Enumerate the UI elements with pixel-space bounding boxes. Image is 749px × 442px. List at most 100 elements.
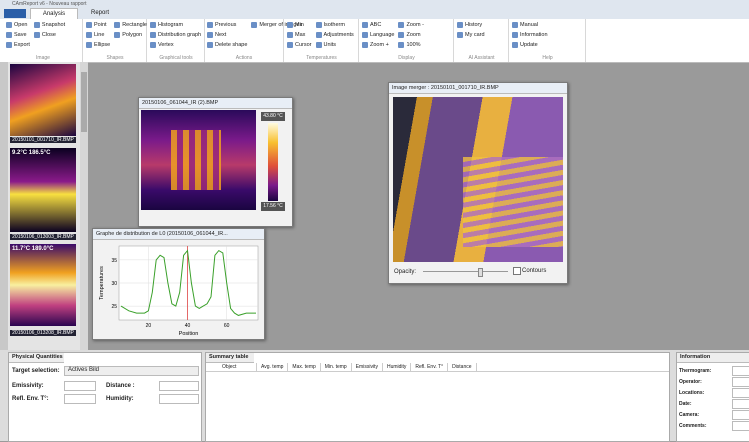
ribbon-button[interactable]: Adjustments [315, 30, 354, 40]
ribbon-button[interactable]: Ellipse [86, 40, 110, 50]
input[interactable] [732, 410, 749, 420]
label: Camera: [679, 412, 700, 418]
window-title: 20150106_061044_IR (2).BMP [139, 98, 292, 109]
ribbon-button[interactable]: Next [207, 30, 247, 40]
file-tab[interactable] [4, 9, 26, 18]
merged-region [463, 157, 563, 247]
input[interactable] [159, 394, 199, 404]
input[interactable] [732, 366, 749, 376]
slider-thumb[interactable] [478, 268, 483, 277]
ribbon-button[interactable]: Save [6, 30, 30, 40]
thumbnail[interactable]: 11.7°C 189.0°C [10, 244, 76, 326]
ribbon-button[interactable]: ABC [362, 20, 394, 30]
input[interactable] [732, 388, 749, 398]
group-label: Shapes [106, 55, 124, 61]
column-header[interactable]: Avg. temp [257, 363, 289, 371]
ribbon-button[interactable]: Point [86, 20, 110, 30]
ribbon-button[interactable]: Polygon [114, 30, 147, 40]
scroll-thumb[interactable] [81, 72, 87, 132]
icon [362, 42, 368, 48]
title-bar: CAmReport v6 - Nouveau rapport [0, 0, 749, 8]
input[interactable] [732, 421, 749, 431]
column-header[interactable]: Emissivity [352, 363, 383, 371]
ribbon-group: Histogram Distribution graph Vertex Graphic… [148, 19, 205, 62]
ribbon-button[interactable]: Zoom - [398, 20, 424, 30]
gutter [0, 62, 8, 350]
ribbon-button[interactable]: Histogram [150, 20, 201, 30]
thumbnail-label: 20150106_013003_IR.BMP [10, 234, 76, 240]
button-label: Open [14, 22, 28, 28]
ribbon-button[interactable]: Manual [512, 20, 548, 30]
column-header[interactable]: Min. temp [321, 363, 352, 371]
ribbon-button[interactable]: Snapshot [33, 20, 66, 30]
button-label: Vertex [158, 42, 174, 48]
input[interactable] [732, 377, 749, 387]
ribbon-button[interactable]: Close [33, 30, 65, 40]
y-tick-label: 35 [111, 258, 117, 264]
ribbon-button[interactable]: Previous [207, 20, 247, 30]
ribbon-button[interactable]: Units [315, 40, 354, 50]
group-label: Image [36, 55, 50, 61]
ribbon-button[interactable]: 100% [398, 40, 423, 50]
ribbon-button[interactable]: Cursor [287, 40, 312, 50]
data-line [120, 249, 256, 316]
icon [457, 32, 463, 38]
column-header[interactable]: Max. temp [288, 363, 321, 371]
button-label: Isotherm [323, 22, 345, 28]
information-panel: Information Thermogram: Operator: Location… [676, 352, 749, 442]
ribbon-button[interactable]: Zoom [398, 30, 423, 40]
ribbon-button[interactable]: Update [512, 40, 548, 50]
graph-window[interactable]: Graphe de distribution de L0 (20150106_0… [92, 228, 265, 340]
target-select[interactable]: Actives Bild [64, 366, 199, 376]
x-tick-label: 40 [185, 323, 191, 329]
opacity-slider[interactable] [423, 268, 508, 277]
ribbon-button[interactable]: Open [6, 20, 30, 30]
column-header[interactable]: Distance [448, 363, 477, 371]
ribbon-button[interactable]: Min [287, 20, 312, 30]
contours-checkbox[interactable] [513, 267, 521, 275]
button-label: Zoom + [370, 42, 389, 48]
input[interactable] [64, 394, 96, 404]
panel-title: Summary table [206, 353, 254, 363]
input[interactable] [159, 381, 199, 391]
scrollbar[interactable] [80, 62, 88, 350]
button-label: Cursor [295, 42, 312, 48]
column-header[interactable]: Refl. Env. T° [411, 363, 449, 371]
ribbon-button[interactable]: History [457, 20, 485, 30]
thumbnail[interactable] [10, 64, 76, 136]
column-header[interactable]: Humidity [383, 363, 412, 371]
tab[interactable]: Analysis [30, 8, 78, 20]
ribbon-button[interactable]: Zoom + [362, 40, 394, 50]
scale-min: 17.56 °C [261, 202, 285, 211]
icon [512, 32, 518, 38]
ribbon-button[interactable]: Language [362, 30, 394, 40]
icon [150, 22, 156, 28]
image-window[interactable]: 20150106_061044_IR (2).BMP 43.80 °C 17.5… [138, 97, 293, 227]
ribbon-button[interactable]: My card [457, 30, 485, 40]
window-title: CAmReport v6 - Nouveau rapport [12, 1, 87, 7]
ribbon-button[interactable]: Isotherm [315, 20, 354, 30]
ribbon-button[interactable]: Max [287, 30, 312, 40]
ribbon-button[interactable]: Information [512, 30, 548, 40]
tab[interactable]: Report [90, 10, 109, 16]
icon [315, 22, 322, 28]
ribbon-button[interactable]: Export [6, 40, 30, 50]
input[interactable] [732, 399, 749, 409]
input[interactable] [64, 381, 96, 391]
ribbon-button[interactable]: Rectangle [114, 20, 147, 30]
ribbon-button[interactable]: Delete shape [207, 40, 247, 50]
icon [251, 22, 258, 28]
ribbon-button[interactable]: Distribution graph [150, 30, 201, 40]
column-header[interactable]: Object [218, 363, 257, 371]
ribbon-group: Open Save Export Snapshot Close Image [4, 19, 83, 62]
thumbnail[interactable]: 9.2°C 186.5°C [10, 148, 76, 232]
ribbon-button[interactable]: Merger of images [251, 20, 302, 30]
merger-window[interactable]: Image merger : 20150101_001710_IR.BMP Op… [388, 82, 568, 284]
ribbon-button[interactable]: Line [86, 30, 110, 40]
button-label: Save [14, 32, 27, 38]
ribbon-items: Min Max Cursor Isotherm Adjustments Units [285, 19, 358, 53]
group-label: Graphical tools [159, 55, 193, 61]
button-label: History [465, 22, 483, 28]
ribbon-button[interactable]: Vertex [150, 40, 201, 50]
button-label: Snapshot [41, 22, 66, 28]
